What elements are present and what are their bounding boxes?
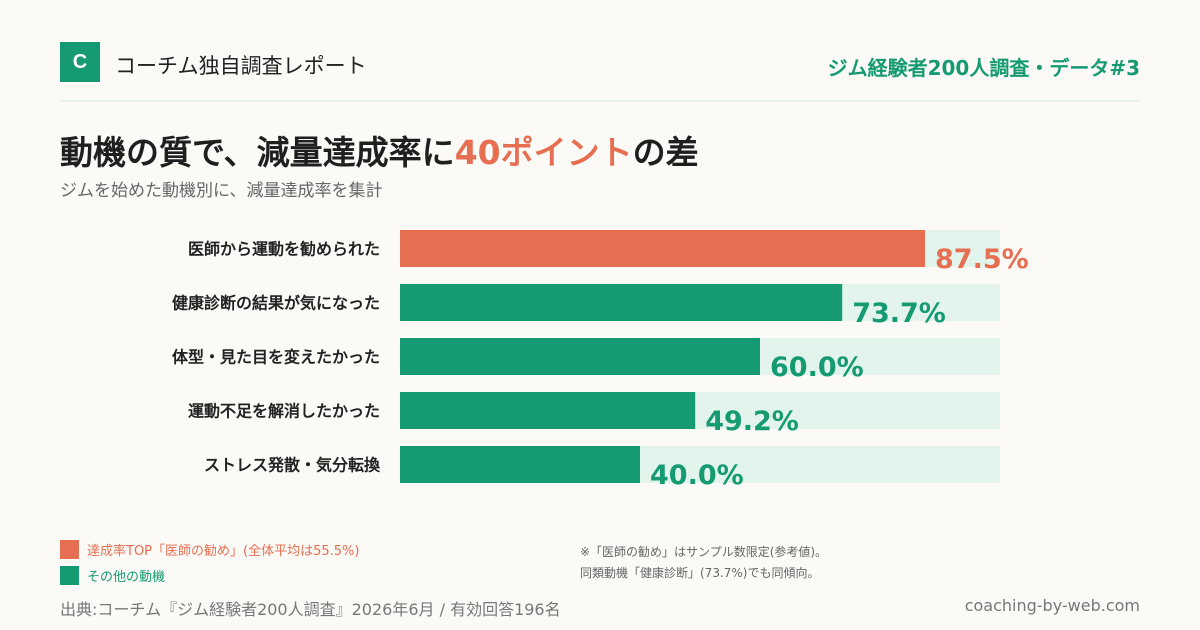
- value-label: 73.7%: [852, 298, 946, 329]
- value-label: 40.0%: [650, 460, 744, 491]
- brand-name: コーチム独自調査レポート: [115, 54, 367, 78]
- legend-swatch-top: [60, 539, 79, 559]
- value-label: 87.5%: [935, 244, 1029, 275]
- category-label: 体型・見た目を変えたかった: [172, 348, 380, 367]
- footnote-line2: 同類動機「健康診断」(73.7%)でも同傾向。: [580, 566, 820, 580]
- category-label: 運動不足を解消したかった: [188, 402, 380, 421]
- logo-letter: C: [72, 50, 88, 73]
- bar: [400, 446, 640, 483]
- brand-logo: C: [60, 42, 100, 82]
- chart-title: 動機の質で、減量達成率に40ポイントの差: [60, 126, 699, 174]
- legend-label-top: 達成率TOP「医師の勧め」(全体平均は55.5%): [87, 543, 360, 559]
- category-label: 医師から運動を勧められた: [188, 240, 380, 259]
- site-url: coaching-by-web.com: [964, 596, 1140, 615]
- legend-swatch-other: [60, 565, 79, 585]
- value-label: 60.0%: [770, 352, 864, 383]
- legend-item-top: 達成率TOP「医師の勧め」(全体平均は55.5%): [60, 536, 359, 562]
- footnotes: ※「医師の勧め」はサンプル数限定(参考値)。 同類動機「健康診断」(73.7%)…: [580, 542, 827, 584]
- value-label: 49.2%: [705, 406, 799, 437]
- bar: [400, 230, 925, 267]
- bar: [400, 284, 843, 321]
- category-label: ストレス発散・気分転換: [204, 456, 381, 475]
- legend: 達成率TOP「医師の勧め」(全体平均は55.5%) その他の動機: [60, 536, 359, 588]
- category-label: 健康診断の結果が気になった: [172, 294, 380, 313]
- title-part2: の差: [632, 133, 699, 172]
- title-part1: 動機の質で、減量達成率に: [60, 133, 455, 172]
- source-credit: 出典:コーチム『ジム経験者200人調査』2026年6月 / 有効回答196名: [60, 600, 561, 619]
- bar: [400, 392, 696, 429]
- chart-subtitle: ジムを始めた動機別に、減量達成率を集計: [60, 181, 383, 201]
- bar: [400, 338, 760, 375]
- title-highlight: 40ポイント: [454, 133, 633, 172]
- footnote-line1: ※「医師の勧め」はサンプル数限定(参考値)。: [580, 545, 828, 559]
- bar-chart: 医師から運動を勧められた 87.5% 健康診断の結果が気になった 73.7% 体型・見た…: [172, 230, 1029, 491]
- legend-item-other: その他の動機: [60, 562, 359, 588]
- series-tag: ジム経験者200人調査・データ#3: [827, 56, 1140, 80]
- legend-label-other: その他の動機: [87, 569, 166, 585]
- header-divider: [60, 100, 1140, 102]
